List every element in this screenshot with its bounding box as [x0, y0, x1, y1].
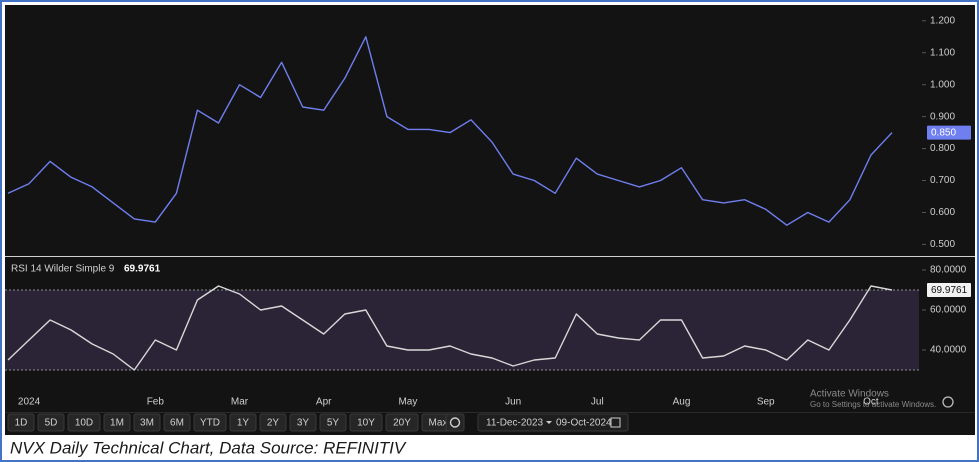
x-tick-label: 2024	[18, 397, 41, 408]
last-value-tag	[927, 283, 971, 298]
x-tick-label: Jul	[591, 397, 604, 408]
x-tick-label: Feb	[147, 397, 165, 408]
y-tick-label: 0.800	[930, 143, 955, 154]
y-tick-label: 60.0000	[930, 305, 967, 316]
range-button[interactable]: 10Y	[349, 413, 383, 432]
last-value-label: 0.850	[931, 128, 956, 139]
range-button[interactable]: 3M	[133, 413, 161, 432]
range-button-box[interactable]	[133, 413, 161, 432]
indicator-value: 69.9761	[124, 264, 161, 275]
range-button-box[interactable]	[193, 413, 227, 432]
caption: NVX Daily Technical Chart, Data Source: …	[10, 438, 407, 457]
range-button[interactable]: YTD	[193, 413, 227, 432]
series-line	[7, 285, 893, 371]
settings-button-box[interactable]	[445, 413, 465, 432]
range-button-label: 5Y	[327, 418, 340, 429]
reset-button[interactable]	[942, 396, 954, 408]
date-to: 09-Oct-2024	[556, 418, 612, 429]
range-button[interactable]: 10D	[67, 413, 101, 432]
range-button-label: 10Y	[357, 418, 375, 429]
date-range-box[interactable]	[477, 413, 629, 432]
calendar-icon	[610, 417, 621, 428]
y-tick-label: 1.100	[930, 47, 955, 58]
y-tick-label: 40.0000	[930, 345, 967, 356]
range-button-box[interactable]	[229, 413, 257, 432]
watermark-text: Go to Settings to activate Windows.	[810, 400, 936, 409]
last-value-label: 69.9761	[931, 285, 968, 296]
y-tick-label: 0.500	[930, 239, 955, 250]
rsi-band	[5, 290, 919, 370]
range-button-label: 3M	[140, 418, 154, 429]
gear-icon	[449, 417, 461, 428]
range-button-label: YTD	[200, 418, 220, 429]
last-value-tag	[927, 125, 971, 140]
range-button[interactable]: 2Y	[259, 413, 287, 432]
range-button[interactable]: 20Y	[385, 413, 419, 432]
range-button[interactable]: 1M	[103, 413, 131, 432]
range-button-box[interactable]	[7, 413, 35, 432]
y-tick-label: 1.200	[930, 15, 955, 26]
x-tick-label: Jun	[505, 397, 521, 408]
range-button-label: Max	[429, 418, 448, 429]
range-button-label: 10D	[75, 418, 93, 429]
x-tick-label: Oct	[863, 397, 879, 408]
range-button-label: 3Y	[297, 418, 310, 429]
y-tick-label: 80.0000	[930, 265, 967, 276]
range-button[interactable]: 5D	[37, 413, 65, 432]
date-from: 11-Dec-2023	[486, 418, 544, 429]
reset-icon[interactable]	[942, 396, 954, 408]
range-button[interactable]: 5Y	[319, 413, 347, 432]
range-button-label: 1D	[15, 418, 28, 429]
dropdown-arrow	[546, 421, 552, 424]
x-tick-label: Mar	[231, 397, 249, 408]
range-button-label: 6M	[170, 418, 184, 429]
range-button[interactable]: 3Y	[289, 413, 317, 432]
indicator-title: RSI 14 Wilder Simple 9	[11, 264, 115, 275]
date-range[interactable]: 11-Dec-2023 09-Oct-2024	[477, 413, 629, 432]
range-button-box[interactable]	[67, 413, 101, 432]
y-tick-label: 0.900	[930, 111, 955, 122]
range-button-box[interactable]	[259, 413, 287, 432]
x-tick-label: May	[398, 397, 417, 408]
range-button-label: 2Y	[267, 418, 280, 429]
range-button-box[interactable]	[349, 413, 383, 432]
range-button[interactable]: 1D	[7, 413, 35, 432]
settings-button[interactable]	[445, 413, 465, 432]
y-tick-label: 1.000	[930, 79, 955, 90]
watermark-title: Activate Windows	[810, 389, 889, 400]
range-button-label: 5D	[45, 418, 58, 429]
range-button-label: 20Y	[393, 418, 411, 429]
toolbar: 1D 5D 10D 1M 3M 6M YTD 1Y 2Y 3Y 5Y 10Y 20Y Max	[7, 413, 455, 432]
range-button-box[interactable]	[385, 413, 419, 432]
y-tick-label: 0.600	[930, 207, 955, 218]
range-button-box[interactable]	[103, 413, 131, 432]
range-button[interactable]: 6M	[163, 413, 191, 432]
x-tick-label: Sep	[757, 397, 775, 408]
range-button-box[interactable]	[163, 413, 191, 432]
range-button-box[interactable]	[319, 413, 347, 432]
range-button-box[interactable]	[289, 413, 317, 432]
series-line	[7, 36, 893, 226]
range-button-label: 1M	[110, 418, 124, 429]
x-tick-label: Aug	[673, 397, 691, 408]
x-tick-label: Apr	[316, 397, 332, 408]
y-tick-label: 0.700	[930, 175, 955, 186]
range-button-label: 1Y	[237, 418, 250, 429]
range-button[interactable]: 1Y	[229, 413, 257, 432]
range-button-box[interactable]	[37, 413, 65, 432]
